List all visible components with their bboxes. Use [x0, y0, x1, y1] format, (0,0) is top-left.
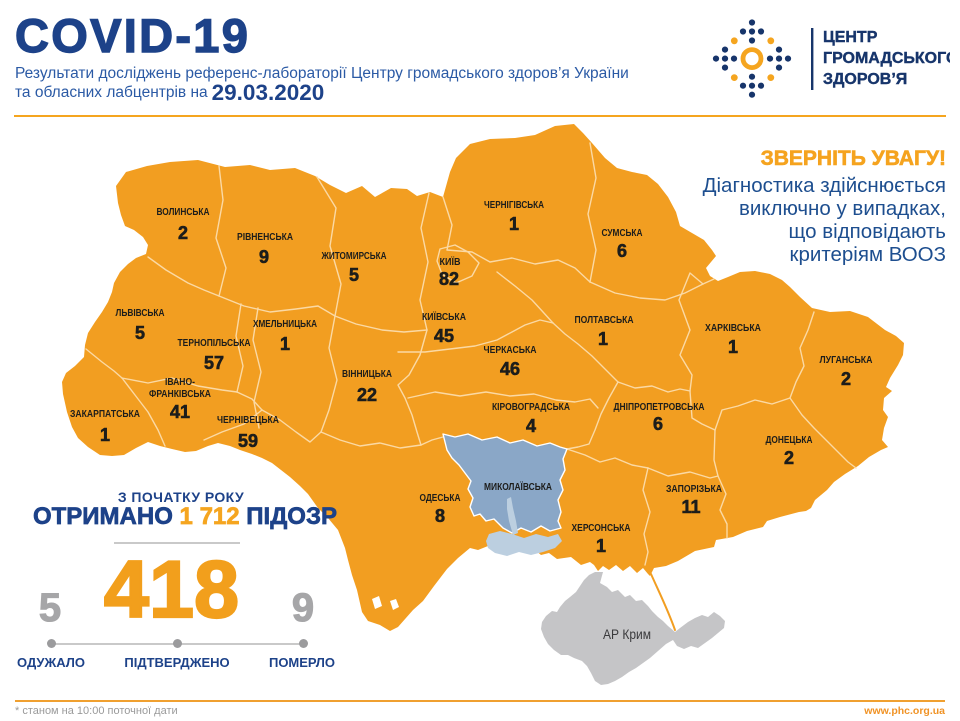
- svg-text:ХЕРСОНСЬКА: ХЕРСОНСЬКА: [572, 523, 631, 534]
- svg-text:1: 1: [280, 334, 290, 354]
- svg-text:2: 2: [784, 448, 794, 468]
- svg-text:ДОНЕЦЬКА: ДОНЕЦЬКА: [766, 435, 813, 446]
- svg-text:ЧЕРКАСЬКА: ЧЕРКАСЬКА: [484, 345, 537, 356]
- svg-text:1: 1: [100, 425, 110, 445]
- svg-text:1: 1: [509, 214, 519, 234]
- svg-text:57: 57: [204, 353, 224, 373]
- svg-text:СУМСЬКА: СУМСЬКА: [602, 228, 643, 239]
- svg-text:ОДЕСЬКА: ОДЕСЬКА: [420, 493, 461, 504]
- svg-text:ІВАНО-: ІВАНО-: [165, 377, 195, 388]
- svg-text:1: 1: [598, 329, 608, 349]
- svg-text:46: 46: [500, 359, 520, 379]
- svg-text:9: 9: [259, 247, 269, 267]
- svg-text:41: 41: [170, 402, 190, 422]
- svg-text:ЗАПОРІЗЬКА: ЗАПОРІЗЬКА: [666, 484, 722, 495]
- svg-text:6: 6: [617, 241, 627, 261]
- svg-text:МИКОЛАЇВСЬКА: МИКОЛАЇВСЬКА: [484, 480, 552, 493]
- svg-text:ПОЛТАВСЬКА: ПОЛТАВСЬКА: [575, 315, 634, 326]
- svg-text:КИЇВСЬКА: КИЇВСЬКА: [422, 310, 466, 323]
- svg-text:11: 11: [681, 497, 700, 517]
- svg-text:ЗАКАРПАТСЬКА: ЗАКАРПАТСЬКА: [70, 409, 140, 420]
- svg-text:4: 4: [526, 416, 536, 436]
- svg-text:ЧЕРНІВЕЦЬКА: ЧЕРНІВЕЦЬКА: [217, 415, 279, 426]
- svg-text:ДНІПРОПЕТРОВСЬКА: ДНІПРОПЕТРОВСЬКА: [614, 402, 705, 413]
- svg-text:АР Крим: АР Крим: [603, 626, 651, 642]
- svg-text:ХМЕЛЬНИЦЬКА: ХМЕЛЬНИЦЬКА: [253, 319, 317, 330]
- svg-text:6: 6: [653, 414, 663, 434]
- svg-text:ЦЕНТР: ЦЕНТР: [823, 29, 878, 46]
- svg-text:5: 5: [349, 265, 359, 285]
- svg-text:ВІННИЦЬКА: ВІННИЦЬКА: [342, 369, 392, 380]
- svg-text:1: 1: [728, 337, 738, 357]
- svg-text:ВОЛИНСЬКА: ВОЛИНСЬКА: [157, 207, 210, 218]
- svg-text:59: 59: [238, 431, 258, 451]
- svg-text:ЧЕРНІГІВСЬКА: ЧЕРНІГІВСЬКА: [484, 200, 544, 211]
- svg-text:ЖИТОМИРСЬКА: ЖИТОМИРСЬКА: [321, 251, 387, 262]
- svg-text:5: 5: [135, 323, 145, 343]
- svg-text:КИЇВ: КИЇВ: [440, 255, 461, 268]
- svg-text:2: 2: [841, 369, 851, 389]
- svg-text:ТЕРНОПІЛЬСЬКА: ТЕРНОПІЛЬСЬКА: [178, 338, 251, 349]
- svg-text:22: 22: [357, 385, 377, 405]
- svg-text:КІРОВОГРАДСЬКА: КІРОВОГРАДСЬКА: [492, 402, 570, 413]
- svg-text:1: 1: [596, 536, 606, 556]
- svg-text:82: 82: [439, 269, 459, 289]
- svg-text:РІВНЕНСЬКА: РІВНЕНСЬКА: [237, 232, 293, 243]
- svg-text:8: 8: [435, 506, 445, 526]
- svg-text:ГРОМАДСЬКОГО: ГРОМАДСЬКОГО: [823, 50, 950, 67]
- svg-text:ХАРКІВСЬКА: ХАРКІВСЬКА: [705, 323, 761, 334]
- svg-text:2: 2: [178, 223, 188, 243]
- svg-text:ФРАНКІВСЬКА: ФРАНКІВСЬКА: [149, 389, 211, 400]
- svg-text:ЛУГАНСЬКА: ЛУГАНСЬКА: [820, 355, 873, 366]
- svg-text:ЛЬВІВСЬКА: ЛЬВІВСЬКА: [116, 308, 165, 319]
- svg-text:ЗДОРОВ’Я: ЗДОРОВ’Я: [823, 71, 907, 88]
- svg-text:45: 45: [434, 326, 454, 346]
